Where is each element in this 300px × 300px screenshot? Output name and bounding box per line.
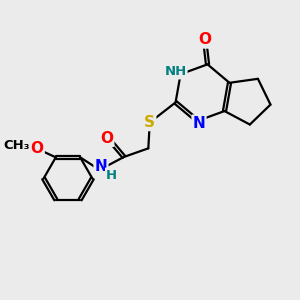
Text: O: O xyxy=(100,131,113,146)
Text: S: S xyxy=(144,115,155,130)
Text: H: H xyxy=(106,169,117,182)
Text: O: O xyxy=(31,141,44,156)
Text: O: O xyxy=(198,32,211,47)
Text: N: N xyxy=(94,160,107,175)
Text: N: N xyxy=(193,116,206,131)
Text: NH: NH xyxy=(164,65,187,78)
Text: CH₃: CH₃ xyxy=(3,140,30,152)
